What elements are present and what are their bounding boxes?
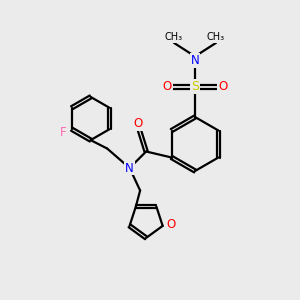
Text: N: N bbox=[190, 54, 200, 68]
Text: O: O bbox=[163, 80, 172, 94]
Text: CH₃: CH₃ bbox=[207, 32, 225, 43]
Text: O: O bbox=[218, 80, 227, 94]
Text: N: N bbox=[125, 161, 134, 175]
Text: S: S bbox=[191, 80, 199, 94]
Text: F: F bbox=[60, 126, 67, 139]
Text: O: O bbox=[167, 218, 176, 231]
Text: CH₃: CH₃ bbox=[165, 32, 183, 43]
Text: O: O bbox=[134, 117, 142, 130]
